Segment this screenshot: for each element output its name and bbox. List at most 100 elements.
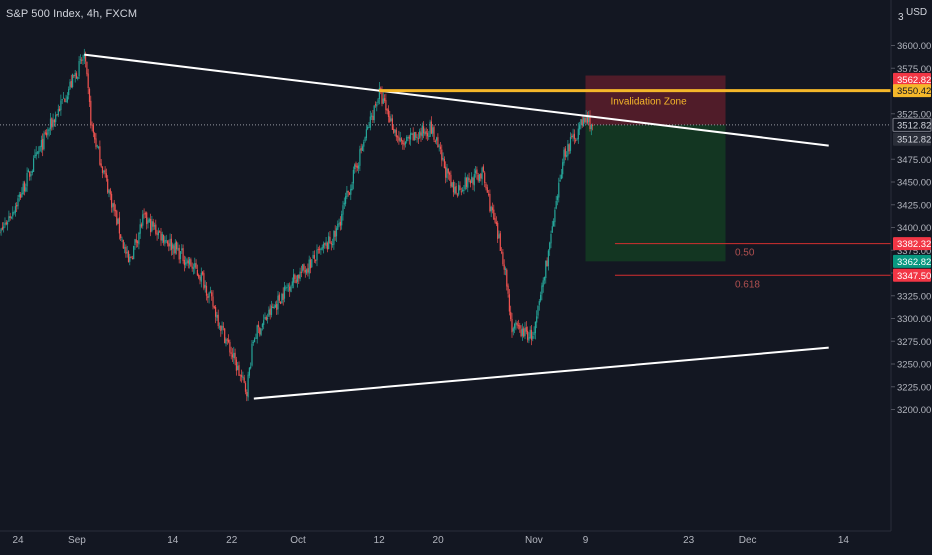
candle-body (466, 178, 467, 187)
candle-body (154, 225, 155, 226)
candle-body (439, 146, 440, 147)
candle-body (156, 233, 157, 234)
candle-body (39, 146, 40, 151)
candle-body (124, 247, 125, 248)
candle-body (298, 275, 299, 279)
candle-body (286, 287, 287, 288)
candle-body (175, 243, 176, 254)
candle-body (259, 328, 260, 334)
candle-body (246, 392, 247, 396)
candle-body (576, 140, 577, 141)
candle-body (163, 235, 164, 243)
candle-body (17, 198, 18, 206)
candle-body (406, 137, 407, 141)
candle-body (201, 273, 202, 282)
candle-body (459, 186, 460, 190)
candle-body (198, 275, 199, 278)
candle-body (69, 82, 70, 90)
candle-body (526, 327, 527, 332)
candle-body (186, 259, 187, 263)
candle-body (353, 170, 354, 183)
candle-body (448, 169, 449, 174)
candle-body (354, 165, 355, 169)
candle-body (349, 193, 350, 195)
candle-body (305, 270, 306, 272)
candle-body (505, 269, 506, 270)
candle-body (190, 259, 191, 266)
candle-body (445, 167, 446, 178)
x-tick-label: 12 (374, 535, 386, 546)
candle-body (145, 213, 146, 214)
candle-body (393, 129, 394, 133)
candle-body (545, 261, 546, 278)
candle-body (310, 260, 311, 269)
candle-body (337, 224, 338, 230)
candle-body (390, 118, 391, 121)
candle-body (375, 104, 376, 105)
candle-body (203, 273, 204, 288)
candle-body (299, 272, 300, 279)
candle-body (233, 353, 234, 358)
candle-body (572, 135, 573, 138)
candle-body (338, 223, 339, 224)
candle-body (476, 169, 477, 174)
candle-body (169, 239, 170, 246)
candle-body (450, 175, 451, 187)
take-profit-zone (585, 125, 725, 262)
candle-body (335, 231, 336, 237)
candle-body (197, 270, 198, 275)
candle-body (26, 173, 27, 186)
candle-body (51, 118, 52, 127)
candle-body (275, 305, 276, 308)
candle-body (141, 224, 142, 226)
candle-body (519, 325, 520, 329)
candle-body (34, 155, 35, 158)
x-tick-label: 24 (12, 535, 24, 546)
candle-body (216, 315, 217, 318)
candle-body (224, 328, 225, 343)
candle-body (554, 210, 555, 222)
candle-body (565, 148, 566, 156)
candle-body (316, 250, 317, 261)
candle-body (255, 338, 256, 339)
candle-body (210, 291, 211, 292)
currency-label[interactable]: USD (906, 7, 927, 18)
price-badge-label: 3362.82 (897, 257, 931, 268)
candle-body (381, 90, 382, 104)
candle-body (485, 184, 486, 188)
candle-body (561, 175, 562, 179)
candle-body (536, 316, 537, 322)
candle-body (389, 116, 390, 122)
candle-body (457, 194, 458, 195)
candle-body (194, 263, 195, 268)
candle-body (420, 132, 421, 135)
x-tick-label: Dec (739, 535, 757, 546)
candle-body (314, 255, 315, 259)
candle-body (129, 257, 130, 262)
candle-body (591, 125, 592, 129)
candle-body (341, 214, 342, 225)
candle-body (98, 147, 99, 148)
candle-body (64, 99, 65, 102)
candle-body (244, 378, 245, 383)
candle-body (137, 241, 138, 243)
candle-body (441, 149, 442, 160)
candle-body (533, 332, 534, 335)
candle-body (207, 296, 208, 298)
candle-body (232, 354, 233, 357)
fib-label-0: 0.50 (735, 248, 755, 259)
candle-body (125, 247, 126, 254)
price-badge-label: 3382.32 (897, 239, 931, 250)
candle-body (509, 294, 510, 311)
candle-body (189, 259, 190, 265)
symbol-title[interactable]: S&P 500 Index, 4h, FXCM (6, 8, 137, 20)
candle-body (418, 138, 419, 139)
y-tick-label: 3250.00 (897, 360, 931, 371)
candle-body (76, 73, 77, 78)
candle-body (82, 59, 83, 60)
candle-body (355, 163, 356, 167)
candle-body (401, 138, 402, 141)
candle-body (478, 175, 479, 181)
